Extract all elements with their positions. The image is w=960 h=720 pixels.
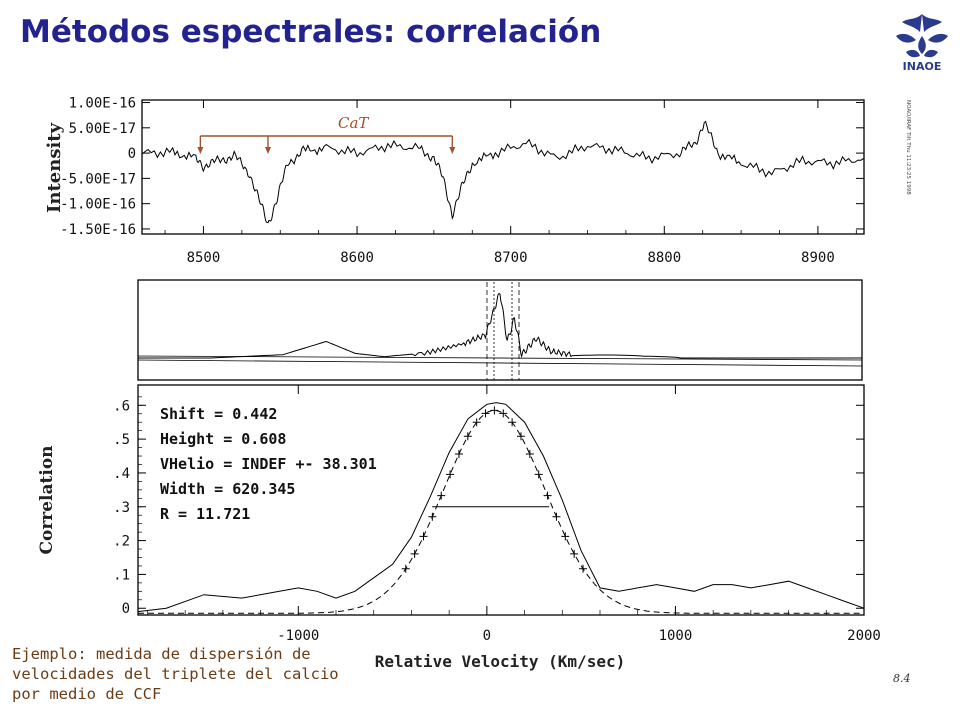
correlation-frame: [137, 384, 865, 616]
fit-point-marker: [401, 564, 410, 573]
ccf-baseline-upper: [137, 355, 863, 361]
correlation-y-tick-label: .6: [113, 398, 130, 414]
correlation-x-tick-label: 0: [483, 628, 491, 644]
fit-point-marker: [463, 432, 472, 441]
page-title: Métodos espectrales: correlación: [20, 14, 602, 50]
fit-point-marker: [446, 470, 455, 479]
fit-point-marker: [454, 450, 463, 459]
correlation-y-tick-label: .2: [113, 534, 130, 550]
correlation-y-tick-label: .4: [113, 466, 130, 482]
fit-stat-line: VHelio = INDEF +- 38.301: [160, 455, 377, 473]
fit-point-marker: [516, 432, 525, 441]
correlation-y-tick-label: .3: [113, 500, 130, 516]
spectrum-line: [141, 120, 865, 224]
fit-point-marker: [499, 409, 508, 418]
fit-point-marker: [561, 532, 570, 541]
spectrum-y-ticks: 1.00E-16 5.00E-17 0 -5.00E-17 -1.00E-16 -1.50…: [60, 96, 864, 238]
spectrum-y-tick-label: 0: [128, 146, 136, 162]
fit-point-marker: [552, 512, 561, 521]
correlation-y-tick-label: 0: [122, 601, 130, 617]
cat-arrow-head: [264, 147, 271, 154]
fit-stat-line: R = 11.721: [160, 505, 250, 523]
correlation-line: [137, 402, 865, 613]
correlation-x-tick-label: 1000: [659, 628, 693, 644]
correlation-x-axis-label: Relative Velocity (Km/sec): [375, 652, 625, 671]
spectrum-x-tick-label: 8900: [801, 250, 835, 266]
spectrum-x-tick-label: 8700: [494, 250, 528, 266]
fit-point-marker: [410, 549, 419, 558]
fit-stat-line: Shift = 0.442: [160, 405, 277, 423]
logo-text: INAOE: [903, 60, 942, 73]
fit-point-marker: [570, 549, 579, 558]
page-mark: 8.4: [893, 672, 911, 685]
spectrum-panel: 1.00E-16 5.00E-17 0 -5.00E-17 -1.00E-16 -1.50…: [44, 96, 911, 266]
spectrum-y-tick-label: -5.00E-17: [60, 171, 136, 187]
cat-arrow-head: [449, 147, 456, 154]
cat-annotation: CaT: [197, 114, 456, 154]
fit-stat-line: Width = 620.345: [160, 480, 295, 498]
correlation-x-tick-label: 2000: [847, 628, 881, 644]
fit-point-marker: [508, 418, 517, 427]
spectrum-x-ticks: 8500 8600 8700 8800 8900: [164, 100, 857, 266]
fit-point-marker: [534, 470, 543, 479]
fit-stats: Shift = 0.442 Height = 0.608 VHelio = INDE…: [160, 405, 377, 523]
spectrum-frame: [141, 99, 865, 235]
correlation-x-ticks: -1000 0 1000 2000: [147, 385, 881, 644]
correlation-markers: [401, 406, 588, 573]
ccf-line: [138, 292, 862, 359]
correlation-y-tick-label: .5: [113, 432, 130, 448]
correlation-panel: 0 .1 .2 .3 .4 .5 .6 -1000 0 1000 2000 Correlation…: [37, 384, 881, 671]
ccf-frame: [137, 279, 863, 381]
side-note: NOAO/IRAF Tilt Thu 11:23:25 1998: [905, 100, 911, 195]
spectrum-x-tick-label: 8800: [647, 250, 681, 266]
correlation-y-axis-label: Correlation: [37, 445, 57, 554]
cat-arrow-head: [197, 147, 204, 154]
spectrum-x-tick-label: 8500: [187, 250, 221, 266]
fit-point-marker: [428, 512, 437, 521]
spectrum-y-axis-label: Intensity: [44, 122, 65, 213]
fit-point-marker: [490, 406, 499, 415]
fit-point-marker: [543, 491, 552, 500]
spectrum-y-tick-label: -1.00E-16: [60, 197, 136, 213]
fit-point-marker: [525, 450, 534, 459]
correlation-x-tick-label: -1000: [277, 628, 319, 644]
caption: Ejemplo: medida de dispersión de velocid…: [12, 645, 339, 703]
ccf-panel: [137, 279, 863, 381]
fit-point-marker: [419, 532, 428, 541]
fit-stat-line: Height = 0.608: [160, 430, 286, 448]
gaussian-fit-line: [138, 410, 863, 614]
fit-point-marker: [481, 409, 490, 418]
spectrum-y-tick-label: -1.50E-16: [60, 222, 136, 238]
spectrum-y-tick-label: 5.00E-17: [69, 121, 136, 137]
ccf-baseline-lower: [137, 359, 863, 367]
correlation-y-tick-label: .1: [113, 567, 130, 583]
inaoe-logo: INAOE: [896, 14, 948, 73]
fit-point-marker: [437, 491, 446, 500]
fit-point-marker: [579, 564, 588, 573]
correlation-y-ticks: 0 .1 .2 .3 .4 .5 .6: [113, 396, 864, 617]
spectrum-x-tick-label: 8600: [340, 250, 374, 266]
spectrum-y-tick-label: 1.00E-16: [69, 96, 136, 112]
cat-annotation-label: CaT: [338, 114, 369, 132]
fit-point-marker: [472, 418, 481, 427]
